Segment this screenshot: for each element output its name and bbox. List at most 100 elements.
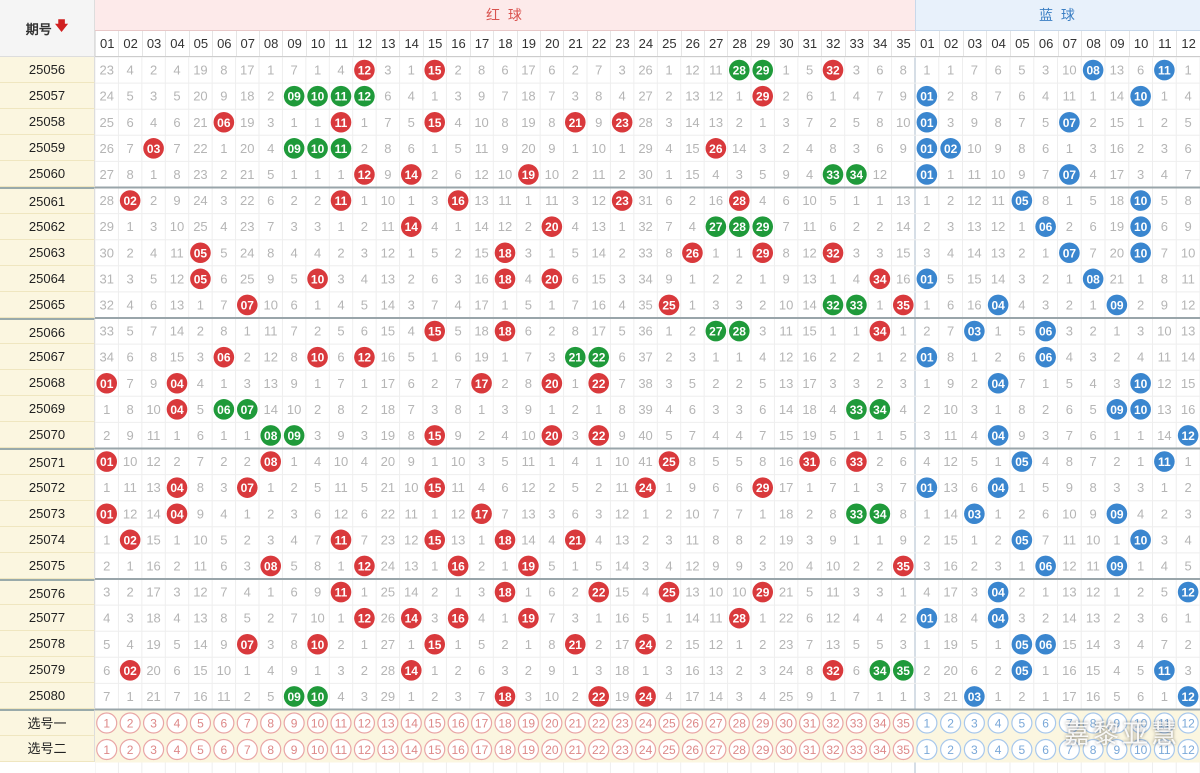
red-option-number[interactable]: 17 <box>475 743 489 757</box>
red-option-number[interactable]: 16 <box>451 717 465 731</box>
red-option-number[interactable]: 4 <box>174 743 181 757</box>
sort-down-arrow-icon[interactable]: 🡇 <box>55 17 68 39</box>
blue-option-number[interactable]: 6 <box>1042 717 1049 731</box>
blue-miss-count: 1 <box>1113 324 1120 339</box>
red-option-number[interactable]: 1 <box>103 717 110 731</box>
red-option-number[interactable]: 2 <box>127 717 134 731</box>
red-option-number[interactable]: 7 <box>244 717 251 731</box>
red-option-number[interactable]: 24 <box>639 717 653 731</box>
blue-option-number[interactable]: 4 <box>995 717 1002 731</box>
red-option-number[interactable]: 19 <box>522 717 536 731</box>
red-option-number[interactable]: 20 <box>545 743 559 757</box>
red-option-number[interactable]: 7 <box>244 743 251 757</box>
red-option-number[interactable]: 32 <box>826 717 840 731</box>
red-option-number[interactable]: 21 <box>569 743 583 757</box>
blue-miss-count: 1 <box>1018 558 1025 573</box>
red-option-number[interactable]: 23 <box>615 717 629 731</box>
blue-ball-number: 01 <box>920 612 934 626</box>
red-option-number[interactable]: 24 <box>639 743 653 757</box>
blue-option-number[interactable]: 5 <box>1019 717 1026 731</box>
red-option-number[interactable]: 29 <box>756 743 770 757</box>
red-option-number[interactable]: 30 <box>779 717 793 731</box>
red-option-number[interactable]: 32 <box>826 743 840 757</box>
blue-option-number[interactable]: 3 <box>971 717 978 731</box>
red-option-number[interactable]: 13 <box>381 717 395 731</box>
red-option-number[interactable]: 9 <box>291 743 298 757</box>
blue-option-number[interactable]: 2 <box>947 717 954 731</box>
red-option-number[interactable]: 22 <box>592 717 606 731</box>
blue-option-number[interactable]: 6 <box>1042 743 1049 757</box>
blue-option-number[interactable]: 2 <box>947 743 954 757</box>
blue-miss-count: 17 <box>943 585 957 600</box>
blue-option-number[interactable]: 1 <box>924 743 931 757</box>
red-option-number[interactable]: 6 <box>221 743 228 757</box>
blue-option-number[interactable]: 3 <box>971 743 978 757</box>
red-option-number[interactable]: 31 <box>803 743 817 757</box>
red-option-number[interactable]: 10 <box>311 743 325 757</box>
red-option-number[interactable]: 10 <box>311 717 325 731</box>
blue-option-number[interactable]: 12 <box>1181 717 1195 731</box>
red-option-number[interactable]: 15 <box>428 743 442 757</box>
red-option-number[interactable]: 33 <box>850 743 864 757</box>
red-option-number[interactable]: 29 <box>756 717 770 731</box>
red-option-number[interactable]: 20 <box>545 717 559 731</box>
red-option-number[interactable]: 4 <box>174 717 181 731</box>
blue-option-number[interactable]: 12 <box>1181 743 1195 757</box>
red-option-number[interactable]: 1 <box>103 743 110 757</box>
red-option-number[interactable]: 11 <box>335 743 348 757</box>
red-option-number[interactable]: 17 <box>475 717 489 731</box>
red-option-number[interactable]: 9 <box>291 717 298 731</box>
blue-option-number[interactable]: 1 <box>924 717 931 731</box>
red-option-number[interactable]: 27 <box>709 717 723 731</box>
red-option-number[interactable]: 12 <box>358 717 372 731</box>
issue-column-header[interactable]: 期号 🡇 <box>0 0 95 57</box>
red-option-number[interactable]: 33 <box>850 717 864 731</box>
blue-ball-number: 11 <box>1158 664 1171 678</box>
red-option-number[interactable]: 25 <box>662 743 676 757</box>
red-miss-count: 12 <box>685 558 699 573</box>
red-option-number[interactable]: 8 <box>267 743 274 757</box>
red-option-number[interactable]: 23 <box>615 743 629 757</box>
red-option-number[interactable]: 35 <box>897 743 911 757</box>
red-option-number[interactable]: 12 <box>358 743 372 757</box>
red-option-number[interactable]: 15 <box>428 717 442 731</box>
red-option-number[interactable]: 3 <box>150 717 157 731</box>
red-option-number[interactable]: 6 <box>221 717 228 731</box>
red-miss-count: 11 <box>170 245 184 260</box>
red-option-number[interactable]: 30 <box>779 743 793 757</box>
red-option-number[interactable]: 28 <box>733 717 747 731</box>
blue-miss-count: 1 <box>1113 428 1120 443</box>
red-option-number[interactable]: 28 <box>733 743 747 757</box>
red-option-number[interactable]: 18 <box>498 743 512 757</box>
red-miss-count: 8 <box>291 637 298 652</box>
red-option-number[interactable]: 5 <box>197 743 204 757</box>
red-option-number[interactable]: 11 <box>335 717 348 731</box>
red-option-number[interactable]: 26 <box>686 717 700 731</box>
red-option-number[interactable]: 3 <box>150 743 157 757</box>
red-option-number[interactable]: 14 <box>405 717 419 731</box>
red-option-number[interactable]: 35 <box>897 717 911 731</box>
red-miss-count: 3 <box>665 115 672 130</box>
blue-option-number[interactable]: 5 <box>1019 743 1026 757</box>
red-option-number[interactable]: 8 <box>267 717 274 731</box>
red-option-number[interactable]: 26 <box>686 743 700 757</box>
red-option-number[interactable]: 16 <box>451 743 465 757</box>
red-option-number[interactable]: 31 <box>803 717 817 731</box>
red-option-number[interactable]: 34 <box>873 743 887 757</box>
red-option-number[interactable]: 13 <box>381 743 395 757</box>
red-option-number[interactable]: 2 <box>127 743 134 757</box>
red-option-number[interactable]: 14 <box>405 743 419 757</box>
blue-option-number[interactable]: 4 <box>995 743 1002 757</box>
blue-miss-count: 2 <box>1185 480 1192 495</box>
red-miss-count: 4 <box>150 115 157 130</box>
red-option-number[interactable]: 27 <box>709 743 723 757</box>
red-option-number[interactable]: 5 <box>197 717 204 731</box>
red-option-number[interactable]: 34 <box>873 717 887 731</box>
red-option-number[interactable]: 18 <box>498 717 512 731</box>
red-option-number[interactable]: 19 <box>522 743 536 757</box>
red-option-number[interactable]: 25 <box>662 717 676 731</box>
red-miss-count: 25 <box>193 219 207 234</box>
red-option-number[interactable]: 22 <box>592 743 606 757</box>
blue-miss-count: 12 <box>943 454 957 469</box>
red-option-number[interactable]: 21 <box>569 717 583 731</box>
